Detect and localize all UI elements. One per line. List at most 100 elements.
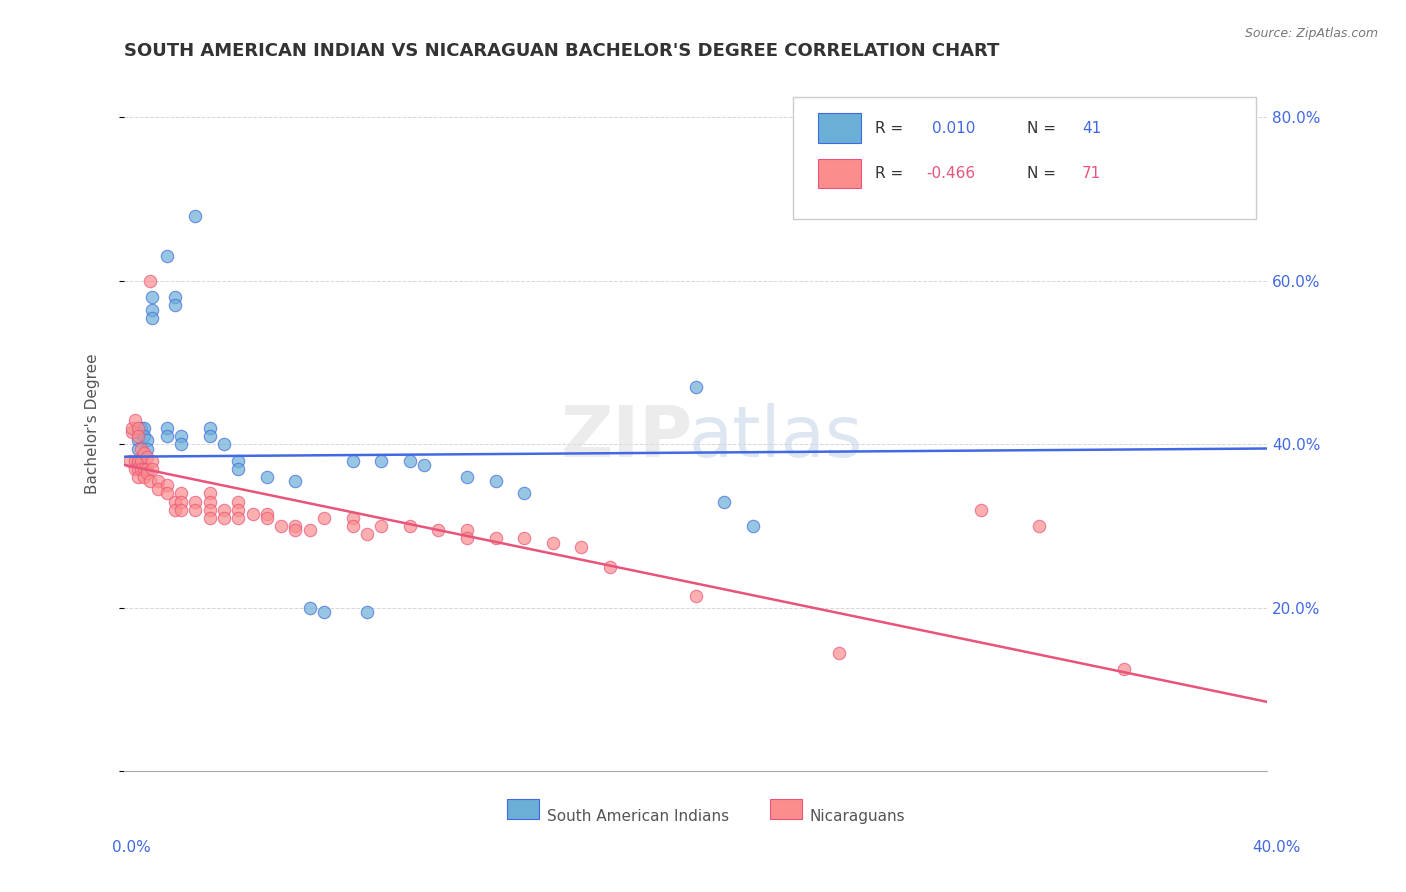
Point	[513, 486, 536, 500]
Point	[198, 503, 221, 517]
Text: N =: N =	[1028, 167, 1062, 181]
Point	[741, 519, 763, 533]
Point	[398, 454, 420, 468]
Point	[170, 437, 193, 451]
Point	[342, 519, 364, 533]
Point	[141, 462, 163, 476]
Point	[198, 486, 221, 500]
Point	[284, 474, 307, 488]
FancyBboxPatch shape	[793, 97, 1256, 219]
Point	[141, 310, 163, 325]
Text: R =: R =	[875, 167, 908, 181]
Point	[141, 290, 163, 304]
Point	[129, 421, 152, 435]
Point	[132, 445, 155, 459]
Point	[356, 605, 378, 619]
Text: R =: R =	[875, 120, 908, 136]
Point	[569, 540, 592, 554]
Point	[198, 511, 221, 525]
Point	[124, 462, 146, 476]
Point	[198, 421, 221, 435]
Point	[370, 454, 392, 468]
Point	[198, 429, 221, 443]
Bar	[818, 159, 862, 187]
Text: South American Indians: South American Indians	[547, 809, 730, 824]
Text: 41: 41	[1083, 120, 1101, 136]
Point	[226, 454, 249, 468]
Point	[127, 434, 149, 448]
Point	[1114, 662, 1136, 676]
Point	[165, 503, 187, 517]
Point	[513, 532, 536, 546]
Text: 0.010: 0.010	[932, 120, 976, 136]
Point	[456, 523, 478, 537]
Point	[129, 462, 152, 476]
Text: ZIP: ZIP	[561, 403, 693, 473]
Point	[599, 560, 621, 574]
Point	[456, 470, 478, 484]
Point	[970, 503, 993, 517]
Point	[156, 429, 179, 443]
Point	[156, 478, 179, 492]
Point	[484, 532, 506, 546]
Point	[156, 486, 179, 500]
Point	[356, 527, 378, 541]
Point	[148, 483, 170, 497]
Point	[685, 380, 707, 394]
Point	[156, 421, 179, 435]
Point	[165, 298, 187, 312]
Point	[129, 442, 152, 456]
Text: 40.0%: 40.0%	[1253, 840, 1301, 855]
Text: -0.466: -0.466	[927, 167, 976, 181]
Point	[256, 507, 278, 521]
Point	[212, 437, 235, 451]
Bar	[508, 799, 538, 819]
Point	[226, 511, 249, 525]
Point	[298, 523, 321, 537]
Point	[129, 454, 152, 468]
Point	[170, 494, 193, 508]
Point	[370, 519, 392, 533]
Point	[256, 511, 278, 525]
Point	[184, 503, 207, 517]
Point	[342, 511, 364, 525]
Point	[184, 209, 207, 223]
Point	[121, 425, 143, 439]
Point	[127, 454, 149, 468]
Point	[127, 425, 149, 439]
Point	[312, 605, 335, 619]
Point	[165, 290, 187, 304]
Point	[127, 421, 149, 435]
Point	[256, 470, 278, 484]
Text: N =: N =	[1028, 120, 1062, 136]
Text: Source: ZipAtlas.com: Source: ZipAtlas.com	[1244, 27, 1378, 40]
Point	[148, 474, 170, 488]
Point	[484, 474, 506, 488]
Point	[127, 462, 149, 476]
Point	[124, 413, 146, 427]
Point	[226, 494, 249, 508]
Point	[398, 519, 420, 533]
Point	[135, 462, 157, 476]
Point	[827, 646, 849, 660]
Point	[413, 458, 436, 472]
Point	[198, 494, 221, 508]
Point	[127, 470, 149, 484]
Text: atlas: atlas	[689, 403, 863, 473]
Point	[170, 486, 193, 500]
Point	[226, 503, 249, 517]
Point	[127, 442, 149, 456]
Text: 71: 71	[1083, 167, 1101, 181]
Point	[156, 249, 179, 263]
Point	[132, 462, 155, 476]
Point	[427, 523, 450, 537]
Point	[713, 494, 735, 508]
Point	[284, 519, 307, 533]
Point	[170, 429, 193, 443]
Bar	[818, 113, 862, 143]
Point	[342, 454, 364, 468]
Point	[298, 601, 321, 615]
Point	[685, 589, 707, 603]
Point	[127, 454, 149, 468]
Point	[138, 274, 160, 288]
